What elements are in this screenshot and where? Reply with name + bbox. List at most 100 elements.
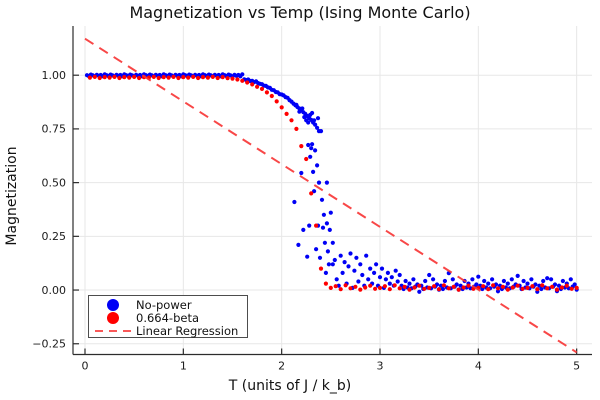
x-axis-label: T (units of J / k_b) <box>228 378 351 394</box>
data-point-no-power <box>302 115 307 120</box>
data-point-no-power <box>346 264 351 269</box>
data-point-beta <box>294 126 299 131</box>
data-point-beta <box>550 284 555 289</box>
data-point-beta <box>87 75 92 80</box>
y-tick-label: 0.75 <box>42 123 67 136</box>
data-point-beta <box>368 283 373 288</box>
data-point-no-power <box>442 278 447 284</box>
x-tick-label: 0 <box>81 360 88 373</box>
data-point-beta <box>196 75 201 81</box>
data-point-no-power <box>377 275 383 280</box>
data-point-no-power <box>529 277 534 282</box>
data-point-beta <box>451 284 456 289</box>
x-tick-label: 3 <box>376 360 383 373</box>
data-point-no-power <box>552 282 558 287</box>
data-point-beta <box>289 118 294 123</box>
data-point-no-power <box>312 189 317 194</box>
data-point-beta <box>151 74 156 79</box>
data-point-beta <box>387 287 392 292</box>
data-point-beta <box>333 284 338 289</box>
data-point-beta <box>225 76 230 81</box>
data-point-beta <box>545 286 550 291</box>
data-point-beta <box>456 287 461 292</box>
data-point-beta <box>559 285 565 290</box>
data-point-beta <box>505 287 510 292</box>
data-point-no-power <box>417 289 422 294</box>
data-point-no-power <box>423 278 428 284</box>
data-point-no-power <box>490 277 495 282</box>
legend: No-power 0.664-beta Linear Regression <box>88 295 248 338</box>
data-point-no-power <box>389 275 394 280</box>
data-point-beta <box>235 77 240 82</box>
data-point-no-power <box>505 281 510 286</box>
data-point-no-power <box>299 170 304 176</box>
data-point-beta <box>137 75 142 81</box>
red-circle-marker-icon <box>107 311 119 324</box>
axes <box>72 26 592 356</box>
data-point-no-power <box>431 277 436 282</box>
data-point-no-power <box>541 278 546 284</box>
data-point-no-power <box>509 277 514 282</box>
data-point-beta <box>171 74 176 79</box>
data-point-no-power <box>393 268 398 273</box>
data-point-no-power <box>525 281 530 286</box>
data-point-beta <box>412 285 417 290</box>
legend-label: Linear Regression <box>136 323 239 338</box>
data-point-beta <box>436 287 442 292</box>
data-point-no-power <box>374 262 379 267</box>
blue-circle-marker-icon <box>107 298 119 311</box>
data-point-beta <box>373 286 378 291</box>
data-point-beta <box>304 156 309 162</box>
dashed-line-marker-icon <box>95 329 132 332</box>
data-point-beta <box>240 78 245 83</box>
legend-item-beta: 0.664-beta <box>89 311 247 325</box>
data-point-beta <box>377 285 383 290</box>
data-point-beta <box>284 111 289 116</box>
data-point-beta <box>432 284 437 289</box>
data-point-no-power <box>292 199 297 205</box>
data-point-beta <box>314 223 319 228</box>
data-point-beta <box>323 281 328 286</box>
data-point-no-power <box>240 72 245 77</box>
data-point-beta <box>107 75 112 80</box>
data-point-no-power <box>395 279 400 284</box>
data-point-no-power <box>308 154 313 159</box>
data-point-beta <box>205 75 210 80</box>
x-tick-label: 5 <box>573 360 580 373</box>
data-point-no-power <box>317 255 323 260</box>
data-point-no-power <box>495 289 501 294</box>
data-point-no-power <box>310 110 315 116</box>
data-point-beta <box>181 75 186 80</box>
data-point-beta <box>210 74 215 79</box>
data-point-no-power <box>309 146 314 151</box>
data-point-beta <box>348 286 353 291</box>
legend-label: No-power <box>136 297 192 312</box>
data-point-no-power <box>318 129 324 134</box>
data-point-no-power <box>403 278 408 284</box>
data-point-no-power <box>348 251 353 256</box>
data-point-beta <box>486 287 491 292</box>
x-tick-label: 1 <box>180 360 187 373</box>
data-point-beta <box>427 285 432 290</box>
data-point-no-power <box>379 266 385 271</box>
data-point-no-power <box>407 281 412 286</box>
data-point-no-power <box>327 227 332 232</box>
data-point-no-power <box>427 272 432 278</box>
data-point-no-power <box>383 277 388 282</box>
data-point-beta <box>343 283 348 288</box>
data-point-beta <box>259 86 265 91</box>
data-point-beta <box>250 82 255 87</box>
data-point-no-power <box>368 266 373 271</box>
data-point-no-power <box>311 169 316 174</box>
data-point-beta <box>264 90 269 95</box>
data-point-no-power <box>568 277 573 282</box>
data-point-no-power <box>411 277 416 282</box>
data-point-no-power <box>306 120 311 125</box>
data-point-beta <box>176 75 181 81</box>
data-point-no-power <box>315 125 320 130</box>
series-regression <box>84 37 578 354</box>
data-point-beta <box>338 287 343 292</box>
data-point-no-power <box>450 277 455 282</box>
data-point-no-power <box>545 276 550 281</box>
